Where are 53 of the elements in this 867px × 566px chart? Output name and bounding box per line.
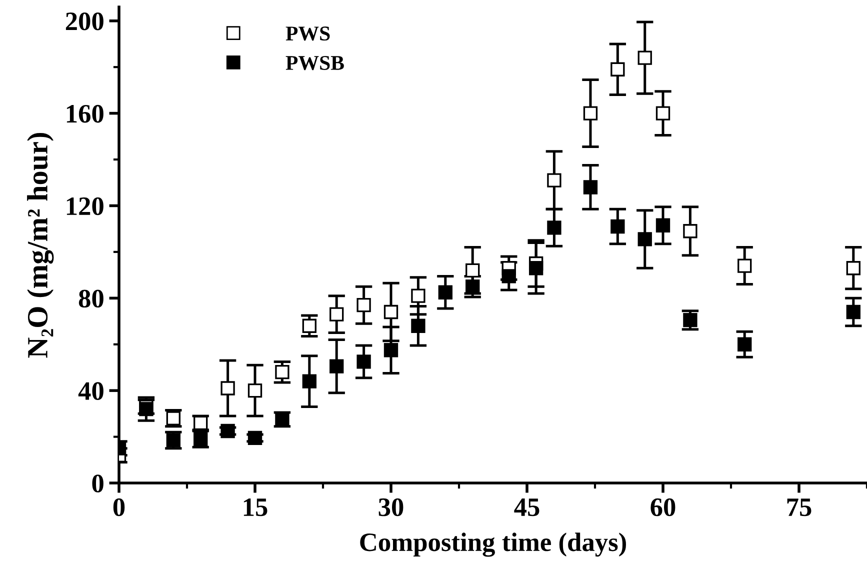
y-tick-label: 200 xyxy=(66,12,104,30)
point xyxy=(583,106,598,120)
point xyxy=(846,304,860,320)
x-tick-label: 60 xyxy=(650,498,676,516)
point xyxy=(466,263,480,278)
legend-label: PWSB xyxy=(286,56,344,70)
point xyxy=(248,430,262,446)
point xyxy=(411,318,426,333)
point xyxy=(438,285,452,300)
y-axis-title: N₂O (mg/m² hour) xyxy=(27,133,54,358)
point xyxy=(220,381,235,396)
point xyxy=(356,354,371,369)
y-tick-label: 40 xyxy=(78,382,104,400)
point xyxy=(638,50,652,65)
point xyxy=(330,359,344,374)
point xyxy=(356,298,371,312)
x-tick-label: 75 xyxy=(787,498,812,516)
x-tick-label: 0 xyxy=(113,498,125,516)
point xyxy=(384,304,398,320)
point xyxy=(656,106,670,120)
point xyxy=(683,224,698,238)
point xyxy=(220,424,235,438)
point xyxy=(411,288,426,303)
y-tick-label: 80 xyxy=(78,290,104,308)
point xyxy=(738,258,752,273)
point xyxy=(528,261,544,276)
point xyxy=(302,374,316,388)
point xyxy=(194,432,208,446)
x-tick-label: 45 xyxy=(514,498,540,516)
point xyxy=(583,180,598,194)
point xyxy=(656,218,670,232)
point xyxy=(275,365,290,380)
point xyxy=(302,318,316,333)
x-axis-title: Composting time (days) xyxy=(360,532,626,557)
point xyxy=(846,261,860,276)
point xyxy=(683,313,698,328)
point xyxy=(638,232,652,246)
point xyxy=(610,219,625,234)
point xyxy=(384,343,398,358)
point xyxy=(502,269,516,284)
point xyxy=(738,337,752,352)
x-tick-label: 15 xyxy=(244,498,268,516)
y-tick-label: 120 xyxy=(66,197,104,216)
y-tick-label: 0 xyxy=(92,474,104,492)
y-tick-label: 160 xyxy=(66,104,104,123)
point xyxy=(547,220,562,235)
point xyxy=(547,173,562,188)
point xyxy=(330,307,344,322)
point xyxy=(610,62,625,76)
legend-label: PWS xyxy=(286,26,330,41)
point xyxy=(139,402,154,416)
x-tick-label: 30 xyxy=(378,498,404,516)
point xyxy=(248,383,262,398)
